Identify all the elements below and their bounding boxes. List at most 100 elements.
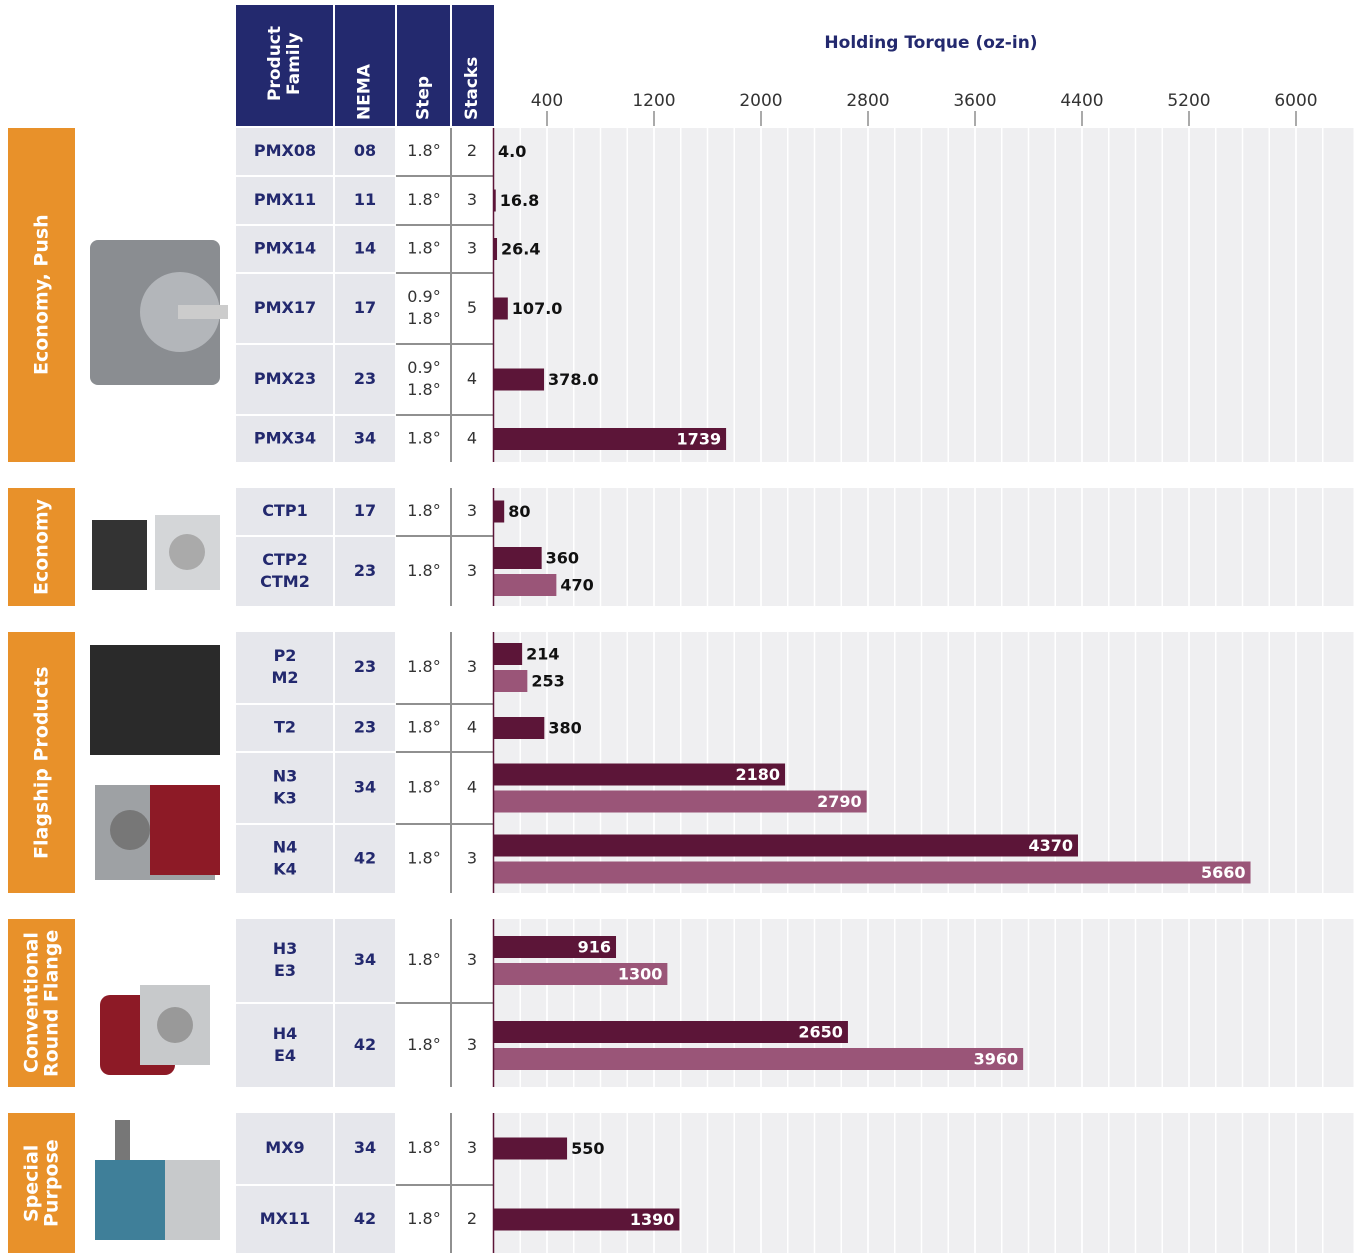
group-label: Economy [8, 488, 75, 606]
family-cell [236, 1113, 395, 1184]
value-label: 80 [508, 502, 530, 521]
family-cell [236, 1186, 395, 1253]
step: 1.8° [407, 718, 440, 737]
value-label: 26.4 [501, 240, 540, 259]
family-cell [236, 128, 395, 175]
family-cell [236, 753, 395, 823]
x-tick-label: 2800 [846, 91, 889, 111]
family-cell [236, 226, 395, 272]
bar [493, 428, 727, 450]
group-label: Economy, Push [8, 128, 75, 462]
bar [493, 189, 496, 212]
family: M2 [271, 668, 298, 687]
family: PMX34 [254, 429, 316, 448]
stacks: 3 [467, 190, 477, 209]
nema: 42 [354, 849, 376, 868]
value-label: 2790 [817, 792, 862, 811]
bar [493, 1021, 848, 1043]
nema: 34 [354, 950, 376, 969]
nema: 11 [354, 190, 376, 209]
motor-images [90, 240, 228, 1240]
group-label: Conventional Round Flange [8, 919, 75, 1087]
nema: 42 [354, 1035, 376, 1054]
family: PMX17 [254, 298, 316, 317]
step: 1.8° [407, 1138, 440, 1157]
group-label: Flagship Products [8, 632, 75, 893]
stacks: 2 [467, 141, 477, 160]
step: 0.9° [407, 287, 440, 306]
family: H4 [273, 1024, 298, 1043]
stacks: 4 [467, 718, 477, 737]
bar [493, 936, 617, 958]
family: N4 [273, 838, 298, 857]
bar [493, 547, 542, 569]
nema: 34 [354, 778, 376, 797]
nema: 34 [354, 429, 376, 448]
value-label: 550 [571, 1139, 604, 1158]
nema: 23 [354, 561, 376, 580]
value-label: 1739 [677, 430, 722, 449]
step: 1.8° [407, 849, 440, 868]
step: 1.8° [407, 950, 440, 969]
header-label: NEMA [354, 64, 375, 120]
value-label: 470 [560, 576, 593, 595]
nema: 42 [354, 1209, 376, 1228]
bar [493, 500, 505, 523]
stacks: 5 [467, 298, 477, 317]
bar [493, 238, 498, 260]
axis-title: Holding Torque (oz-in) [824, 33, 1037, 53]
step: 0.9° [407, 358, 440, 377]
family-cell [236, 705, 395, 751]
value-label: 16.8 [500, 191, 539, 210]
family: E3 [274, 961, 296, 980]
family: PMX11 [254, 190, 316, 209]
value-label: 4370 [1028, 836, 1073, 855]
value-label: 1300 [618, 965, 663, 984]
family: PMX23 [254, 369, 316, 388]
header-label: Stacks [462, 56, 482, 120]
nema: 23 [354, 369, 376, 388]
family: H3 [273, 939, 298, 958]
family: MX11 [260, 1209, 311, 1228]
value-label: 2650 [798, 1023, 843, 1042]
value-label: 5660 [1201, 863, 1246, 882]
stacks: 3 [467, 239, 477, 258]
bar [493, 963, 668, 985]
bar [493, 834, 1078, 857]
x-tick-label: 1200 [632, 91, 675, 111]
family-cell [236, 825, 395, 893]
family-cell [236, 177, 395, 224]
family: N3 [273, 767, 298, 786]
step: 1.8° [407, 1035, 440, 1054]
family: CTP2 [262, 550, 308, 569]
bar [493, 297, 508, 320]
nema: 23 [354, 657, 376, 676]
x-tick-label: 2000 [739, 91, 782, 111]
stacks: 3 [467, 950, 477, 969]
family: MX9 [265, 1138, 304, 1157]
step: 1.8° [407, 380, 440, 399]
x-tick-label: 3600 [953, 91, 996, 111]
nema: 17 [354, 501, 376, 520]
plot-bg [493, 128, 1354, 462]
stacks: 3 [467, 1138, 477, 1157]
bar [493, 717, 545, 739]
family: E4 [274, 1046, 296, 1065]
step: 1.8° [407, 429, 440, 448]
family: K3 [273, 789, 297, 808]
step: 1.8° [407, 561, 440, 580]
bar [493, 643, 523, 665]
family-cell [236, 416, 395, 462]
family-cell [236, 274, 395, 343]
bar [493, 861, 1251, 884]
bar [493, 574, 557, 596]
value-label: 2180 [736, 765, 781, 784]
x-tick-label: 6000 [1274, 91, 1317, 111]
value-label: 4.0 [498, 142, 526, 161]
value-label: 380 [548, 719, 581, 738]
x-tick-label: 400 [531, 91, 563, 111]
family: P2 [274, 646, 297, 665]
nema: 23 [354, 718, 376, 737]
header-label: Product Family [265, 26, 304, 102]
